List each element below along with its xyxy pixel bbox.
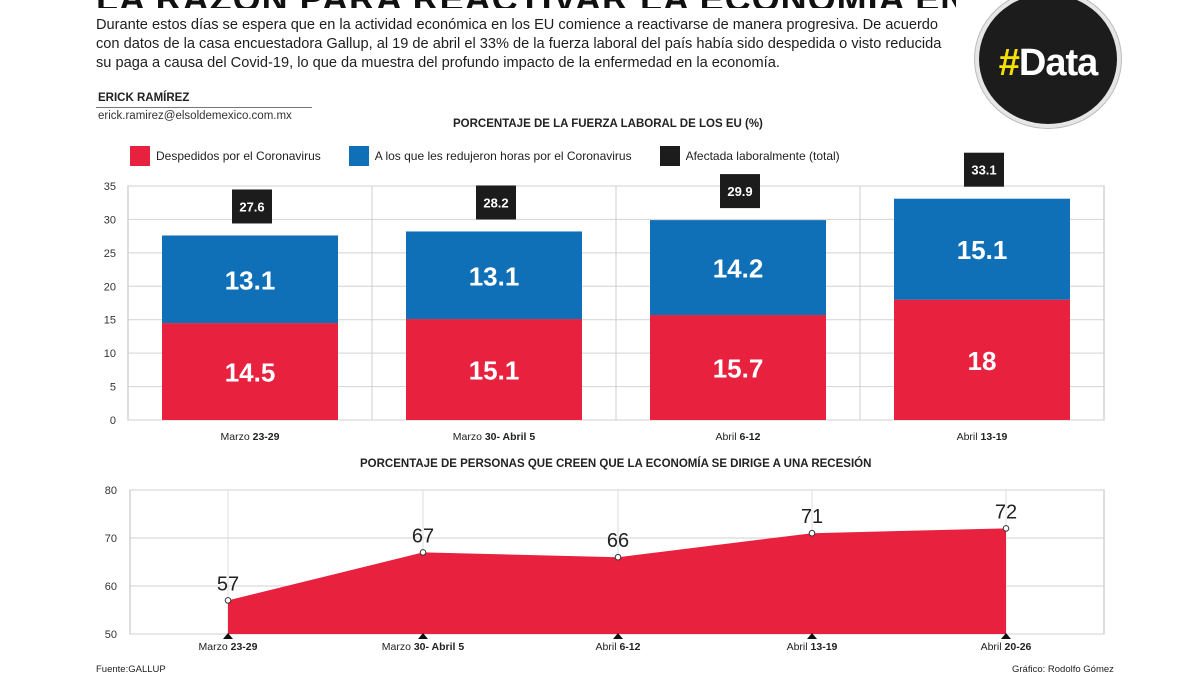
total-badge-3	[964, 152, 1004, 187]
data-badge: #Data	[975, 0, 1121, 128]
legend-label-total: Afectada laboralmente (total)	[685, 149, 840, 163]
legend-label-reduccion-horas: A los que les redujeron horas por el Cor…	[374, 149, 632, 163]
bar-y-tick-0: 0	[110, 415, 116, 427]
bar-segment-0-1	[162, 235, 338, 324]
area-x-marker-2	[613, 633, 623, 639]
area-y-tick-3: 80	[105, 485, 117, 497]
legend-item-reduccion-horas: A los que les redujeron horas por el Cor…	[348, 146, 632, 166]
area-category-label-1: Marzo 30- Abril 5	[382, 641, 465, 653]
intro-paragraph: Durante estos días se espera que en la a…	[96, 17, 942, 71]
bar-segment-3-0	[894, 299, 1070, 420]
graphic-credit: Gráfico: Rodolfo Gómez	[1012, 664, 1114, 674]
total-label-3: 33.1	[971, 163, 996, 178]
bar-segment-2-1	[650, 220, 826, 316]
bar-value-label-1-0: 15.1	[469, 356, 520, 386]
bar-chart-title: PORCENTAJE DE LA FUERZA LABORAL DE LOS E…	[453, 118, 763, 130]
bar-value-label-2-0: 15.7	[713, 354, 764, 384]
area-x-marker-4	[1001, 633, 1011, 639]
area-x-marker-1	[418, 633, 428, 639]
area-point-0	[224, 597, 232, 604]
bar-y-tick-6: 30	[104, 214, 116, 226]
bar-y-tick-2: 10	[104, 348, 116, 360]
hash-icon: #	[998, 42, 1020, 84]
bar-value-label-3-1: 15.1	[957, 235, 1008, 265]
bar-value-label-2-1: 14.2	[713, 254, 764, 284]
bar-chart-legend: Despedidos por el Coronavirus A los que …	[130, 146, 868, 166]
bar-category-label-0: Marzo 23-29	[221, 431, 280, 443]
total-label-2: 29.9	[727, 184, 752, 199]
bar-segment-1-1	[406, 231, 582, 320]
bar-category-label-2: Abril 6-12	[716, 431, 761, 443]
bar-category-label-3: Abril 13-19	[957, 431, 1008, 443]
area-point-3	[808, 529, 816, 537]
legend-swatch-red	[130, 146, 150, 166]
total-badge-0	[232, 189, 272, 224]
total-label-1: 28.2	[483, 195, 508, 210]
area-category-label-3: Abril 13-19	[787, 641, 838, 653]
data-badge-text: #Data	[979, 42, 1117, 85]
author-divider	[96, 107, 312, 108]
bar-value-label-0-0: 14.5	[225, 358, 276, 388]
area-y-tick-2: 70	[105, 533, 117, 545]
bar-y-tick-4: 20	[104, 281, 116, 293]
bar-value-label-0-1: 13.1	[225, 265, 276, 295]
area-value-label-4: 72	[995, 501, 1017, 523]
bar-segment-0-0	[162, 323, 338, 420]
bar-value-label-1-1: 13.1	[469, 261, 520, 291]
author-name: ERICK RAMÍREZ	[98, 92, 190, 104]
bar-y-tick-1: 5	[110, 382, 116, 394]
area-category-label-0: Marzo 23-29	[199, 641, 258, 653]
legend-item-total: Afectada laboralmente (total)	[659, 146, 840, 166]
total-badge-1	[476, 185, 516, 220]
area-point-2	[614, 553, 622, 561]
bar-category-label-1: Marzo 30- Abril 5	[453, 431, 536, 443]
area-value-label-2: 66	[607, 530, 629, 552]
total-label-0: 27.6	[239, 199, 264, 214]
bar-y-tick-5: 25	[104, 248, 116, 260]
bar-segment-1-0	[406, 319, 582, 420]
bar-y-tick-3: 15	[104, 315, 116, 327]
legend-swatch-black	[659, 146, 680, 166]
bar-segment-3-1	[894, 198, 1070, 300]
area-y-tick-0: 50	[105, 629, 117, 641]
area-point-4	[1002, 525, 1010, 532]
legend-label-despedidos: Despedidos por el Coronavirus	[156, 149, 321, 163]
data-badge-word: Data	[1018, 42, 1098, 84]
legend-item-despedidos: Despedidos por el Coronavirus	[130, 146, 321, 166]
legend-swatch-blue	[348, 146, 369, 166]
area-x-marker-3	[807, 633, 817, 639]
bar-y-tick-7: 35	[104, 181, 116, 193]
area-value-label-1: 67	[412, 525, 434, 547]
bar-value-label-3-0: 18	[968, 346, 997, 376]
author-email[interactable]: erick.ramirez@elsoldemexico.com.mx	[98, 110, 292, 122]
area-point-1	[419, 549, 427, 556]
area-value-label-0: 57	[217, 573, 239, 595]
bar-segment-2-0	[650, 315, 826, 420]
area-category-label-2: Abril 6-12	[596, 641, 641, 653]
area-x-marker-0	[223, 633, 233, 639]
area-y-tick-1: 60	[105, 581, 117, 593]
area-chart-title: PORCENTAJE DE PERSONAS QUE CREEN QUE LA …	[360, 458, 872, 470]
total-badge-2	[720, 174, 760, 209]
source-note: Fuente:GALLUP	[96, 664, 166, 674]
area-value-label-3: 71	[801, 506, 823, 528]
headline: LA RAZÓN PARA REACTIVAR LA ECONOMÍA EN E…	[96, 0, 956, 8]
area-category-label-4: Abril 20-26	[981, 641, 1032, 653]
